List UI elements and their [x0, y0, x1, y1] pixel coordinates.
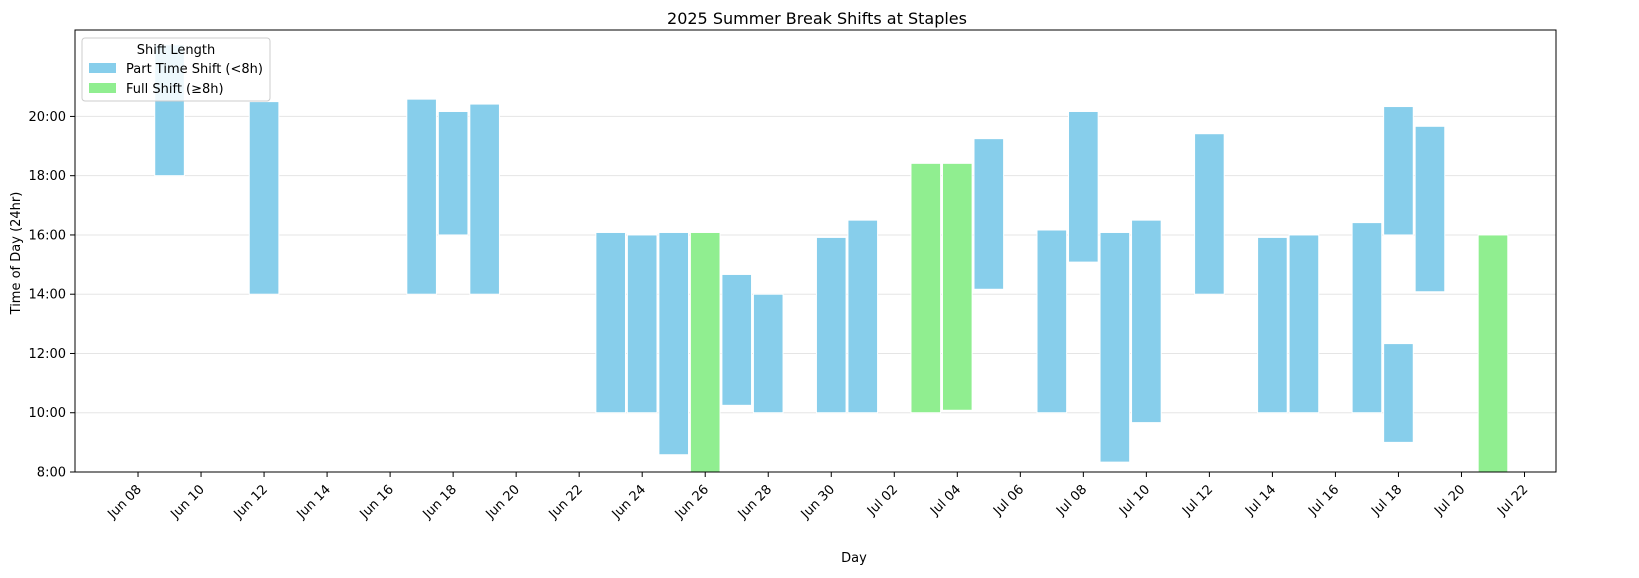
part-time-shift-bar	[1131, 219, 1162, 424]
full-shift-bar	[910, 162, 942, 414]
part-time-shift-bar	[1351, 222, 1383, 414]
part-time-shift-bar	[406, 98, 437, 295]
y-axis-label: Time of Day (24hr)	[9, 192, 24, 316]
legend: Shift Length Part Time Shift (<8h) Full …	[81, 37, 271, 102]
shift-bars	[154, 44, 1509, 473]
full-shift-bar	[1477, 234, 1509, 473]
part-time-shift-bar	[595, 231, 626, 414]
part-time-shift-bar	[626, 234, 658, 414]
part-time-shift-bar	[721, 273, 753, 406]
part-time-shift-bar	[469, 103, 500, 295]
part-time-shift-bar	[1383, 106, 1414, 236]
part-time-shift-bar	[437, 110, 469, 236]
x-axis-label: Day	[841, 551, 867, 566]
y-tick-label: 18:00	[29, 169, 66, 184]
part-time-shift-bar	[815, 236, 847, 414]
plot-frame	[74, 29, 1557, 473]
legend-label-full-shift: Full Shift (≥8h)	[126, 82, 224, 97]
part-time-shift-bar	[1288, 234, 1320, 414]
y-axis-ticks: 8:00 10:00 12:00 14:00 16:00 18:00 20:00	[29, 110, 75, 481]
part-time-shift-bar	[1068, 110, 1099, 263]
part-time-shift-bar	[1036, 229, 1068, 414]
y-tick-label: 10:00	[29, 406, 66, 421]
y-tick-label: 12:00	[29, 347, 66, 362]
part-time-shift-bar	[248, 101, 280, 295]
legend-swatch-full-shift	[89, 83, 116, 93]
part-time-shift-bar	[1194, 133, 1225, 295]
y-tick-label: 14:00	[29, 288, 66, 303]
legend-title: Shift Length	[137, 43, 216, 58]
part-time-shift-bar	[658, 231, 690, 456]
part-time-shift-bar	[1257, 236, 1288, 414]
part-time-shift-bar	[1383, 343, 1414, 443]
legend-box	[81, 37, 271, 102]
y-tick-label: 8:00	[37, 466, 66, 481]
part-time-shift-bar	[1414, 125, 1446, 293]
part-time-shift-bar	[847, 219, 879, 414]
part-time-shift-bar	[752, 293, 784, 414]
part-time-shift-bar	[1099, 231, 1131, 463]
chart-title: 2025 Summer Break Shifts at Staples	[667, 9, 967, 28]
legend-label-part-time: Part Time Shift (<8h)	[126, 62, 263, 77]
legend-swatch-part-time	[89, 63, 116, 73]
full-shift-bar	[689, 231, 721, 473]
full-shift-bar	[941, 162, 973, 411]
y-tick-label: 20:00	[29, 110, 66, 125]
y-tick-label: 16:00	[29, 228, 66, 243]
part-time-shift-bar	[973, 138, 1005, 290]
